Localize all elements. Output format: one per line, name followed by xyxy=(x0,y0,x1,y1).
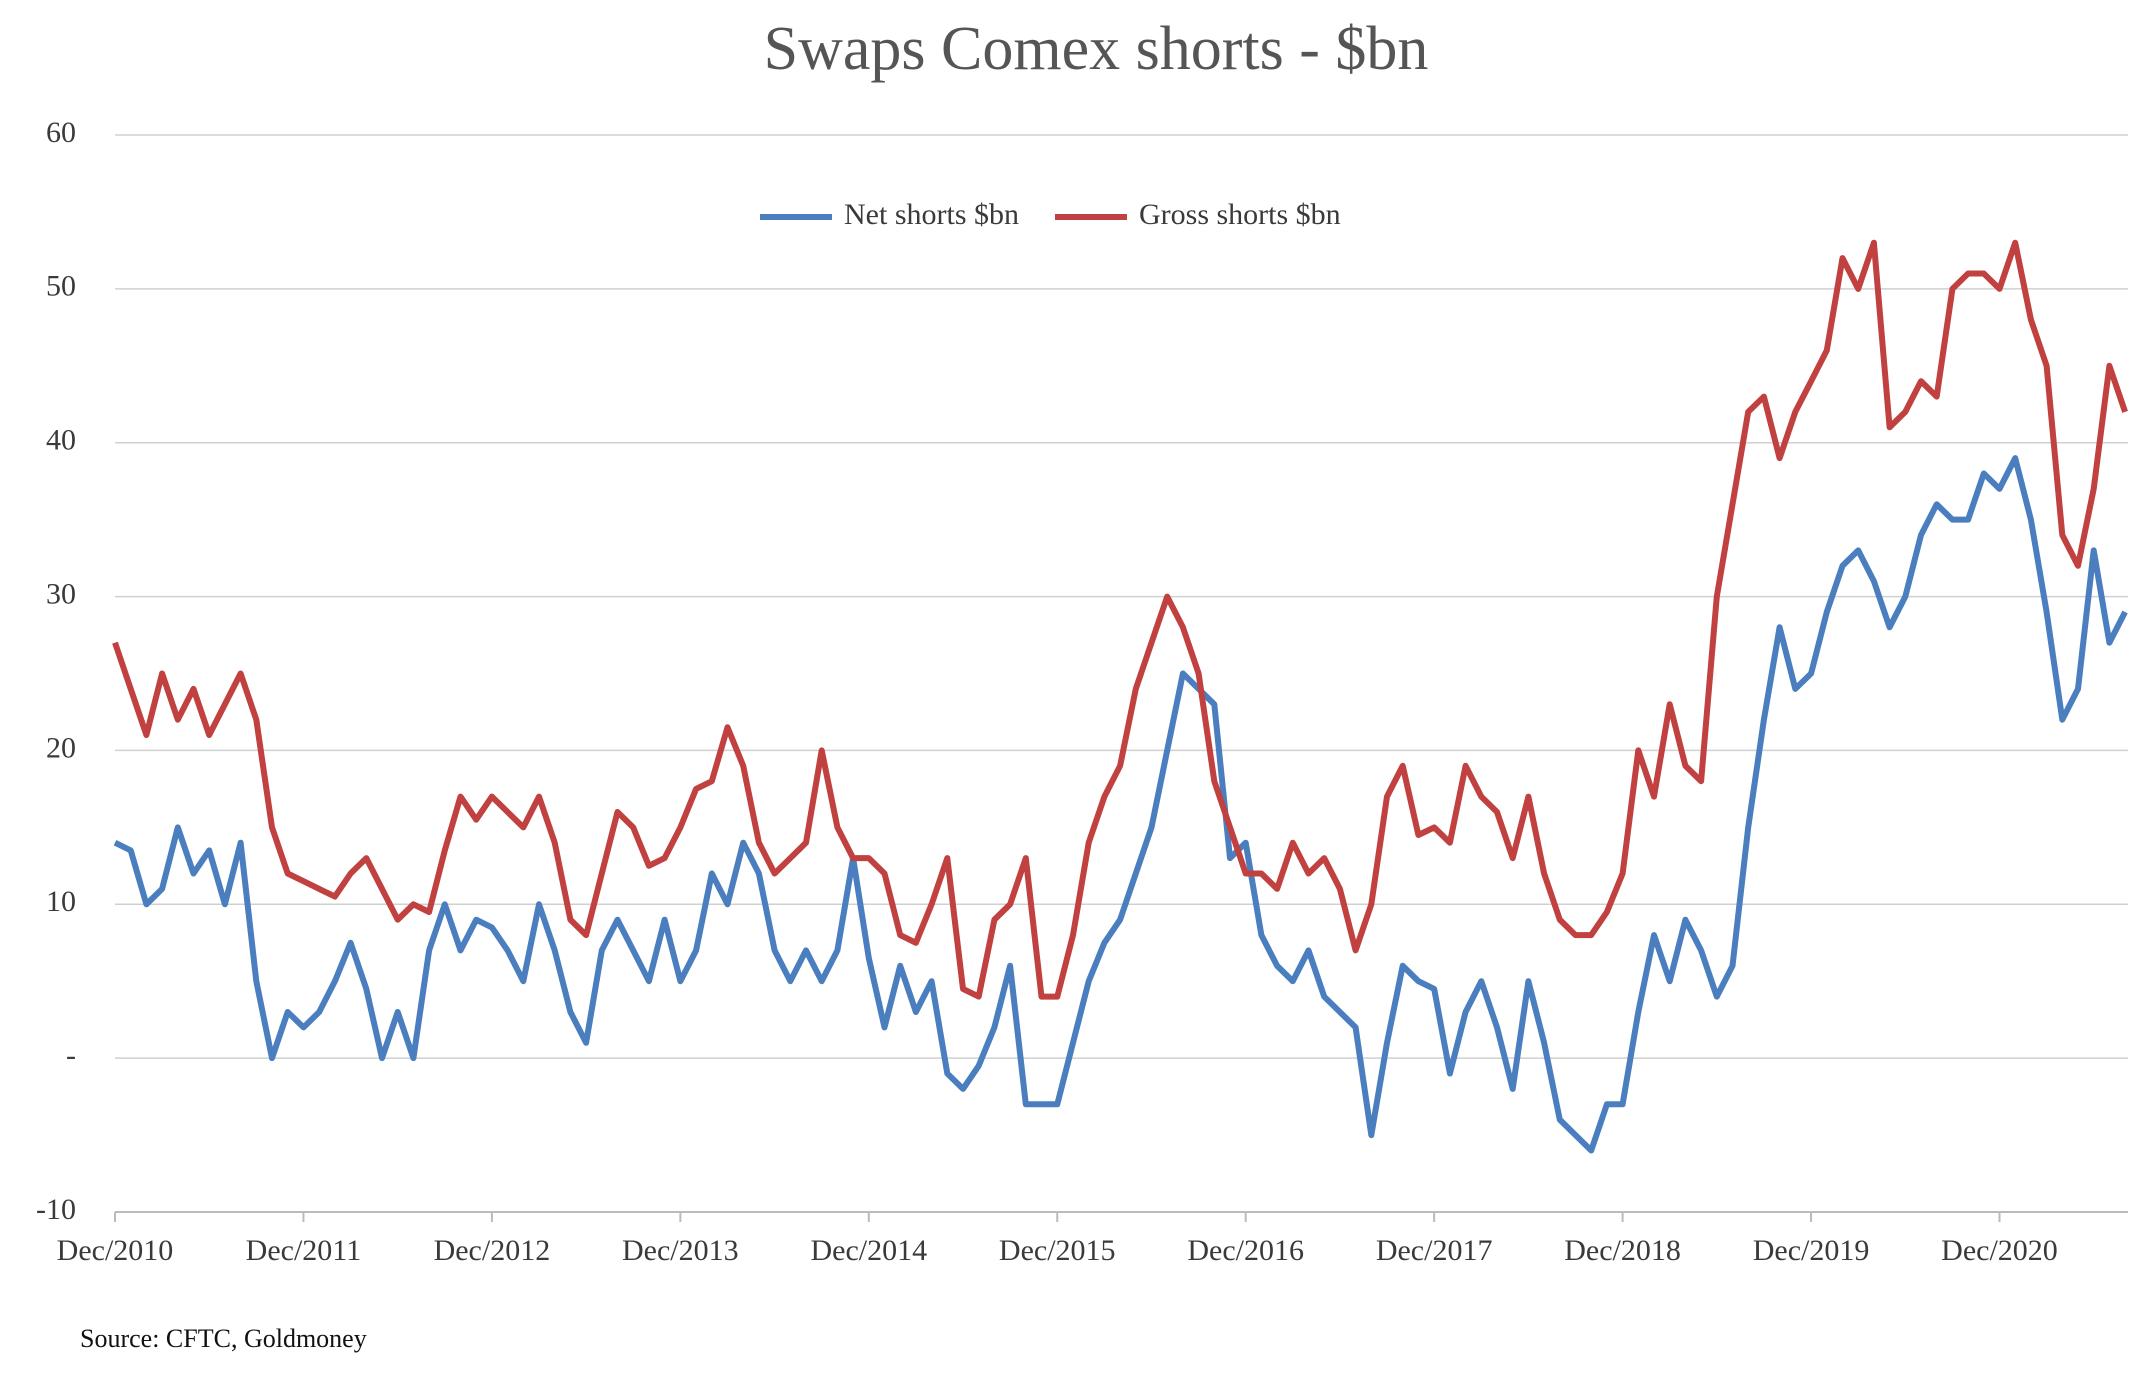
y-tick-label: 20 xyxy=(46,731,76,764)
y-tick-label: 40 xyxy=(46,424,76,457)
y-tick-label: 50 xyxy=(46,270,76,303)
series-line xyxy=(113,455,2128,1154)
series-line xyxy=(112,239,2128,1000)
y-tick-label: 60 xyxy=(46,116,76,149)
x-tick-label: Dec/2010 xyxy=(57,1234,174,1267)
y-tick-label: 30 xyxy=(46,577,76,610)
x-tick-label: Dec/2012 xyxy=(434,1234,551,1267)
source-note: Source: CFTC, Goldmoney xyxy=(80,1324,367,1353)
legend: Net shorts $bn Gross shorts $bn xyxy=(760,198,1341,231)
x-tick-label: Dec/2020 xyxy=(1941,1234,2058,1267)
y-tick-label: -10 xyxy=(36,1193,76,1226)
x-tick-label: Dec/2017 xyxy=(1376,1234,1493,1267)
legend-label: Net shorts $bn xyxy=(844,198,1019,231)
legend-label: Gross shorts $bn xyxy=(1139,198,1341,231)
y-tick-label: 10 xyxy=(46,885,76,918)
x-tick-label: Dec/2011 xyxy=(246,1234,362,1267)
x-tick-label: Dec/2016 xyxy=(1187,1234,1304,1267)
y-tick-label: - xyxy=(66,1039,76,1072)
x-tick-label: Dec/2019 xyxy=(1753,1234,1870,1267)
x-tick-label: Dec/2013 xyxy=(622,1234,739,1267)
x-tick-label: Dec/2018 xyxy=(1564,1234,1681,1267)
x-tick-label: Dec/2015 xyxy=(999,1234,1116,1267)
x-tick-label: Dec/2014 xyxy=(810,1234,927,1267)
chart-title: Swaps Comex shorts - $bn xyxy=(764,15,1429,83)
